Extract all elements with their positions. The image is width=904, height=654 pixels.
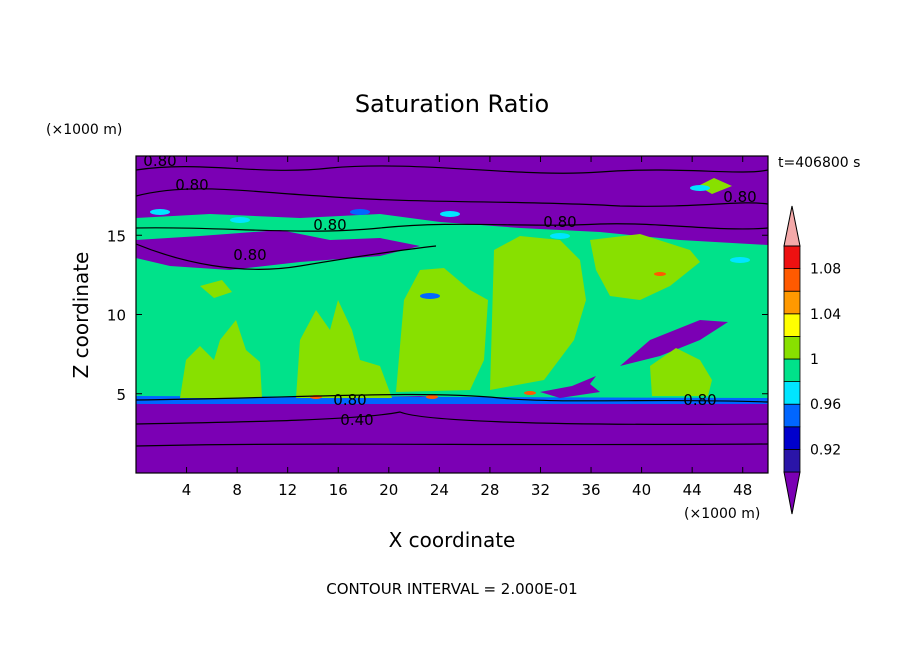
contour-label: 0.80 — [683, 391, 716, 409]
contour-line — [136, 443, 768, 447]
colorbar-box — [783, 381, 801, 405]
colorbar: 0.92 0.96 1 1.04 1.08 — [783, 205, 841, 515]
x-tick-label: 16 — [329, 481, 348, 499]
x-axis-ticks: 4 8 12 16 20 24 28 32 36 40 44 48 — [182, 156, 752, 499]
edge-bit — [550, 233, 570, 239]
warm-bit — [654, 272, 666, 276]
colorbar-box — [783, 245, 801, 270]
y-axis-label: Z coordinate — [69, 252, 93, 379]
patch — [200, 280, 232, 298]
dry-intrusion-3 — [620, 320, 728, 366]
upper-dry-layer — [136, 156, 768, 208]
patch — [650, 348, 712, 396]
colorbar-label: 0.96 — [810, 397, 841, 413]
edge-bit — [350, 209, 370, 215]
dry-intrusion-1 — [136, 230, 420, 270]
warm-bit — [426, 395, 438, 399]
contour-label: 0.80 — [333, 391, 366, 409]
y-tick-label: 10 — [107, 307, 126, 325]
patch — [396, 268, 488, 392]
colorbar-box — [783, 313, 801, 337]
patch — [590, 234, 700, 300]
patch — [490, 236, 586, 390]
colorbar-box — [783, 403, 801, 428]
colorbar-label: 0.92 — [810, 442, 841, 458]
colorbar-box — [783, 290, 801, 315]
time-label: t=406800 s — [778, 155, 860, 171]
y-unit-label: (×1000 m) — [46, 122, 122, 138]
colorbar-box — [783, 268, 801, 292]
dry-intrusion-2 — [540, 376, 600, 398]
edge-bit — [150, 209, 170, 215]
supersaturated-patches — [150, 178, 750, 399]
x-tick-label: 32 — [531, 481, 550, 499]
contour-label: 0.80 — [313, 216, 346, 234]
contour-label: 0.80 — [543, 213, 576, 231]
edge-bit — [730, 257, 750, 263]
contour-labels: 0.80 0.80 0.80 0.80 0.80 0.80 0.80 0.80 0.40 — [143, 152, 756, 429]
y-tick-label: 15 — [107, 227, 126, 245]
contour-lines — [136, 165, 768, 447]
moist-band-edge — [136, 396, 768, 404]
contour-line — [136, 223, 768, 232]
x-tick-label: 8 — [232, 481, 242, 499]
x-tick-label: 44 — [683, 481, 702, 499]
edge-bit — [420, 293, 440, 299]
edge-bit — [690, 185, 710, 191]
x-tick-label: 4 — [182, 481, 192, 499]
lower-dry-layer — [136, 404, 768, 473]
colorbar-label: 1 — [810, 352, 819, 368]
contour-line — [136, 243, 437, 270]
warm-bit — [524, 391, 536, 395]
x-tick-label: 12 — [278, 481, 297, 499]
contour-label: 0.80 — [175, 176, 208, 194]
chart-title: Saturation Ratio — [355, 90, 549, 118]
contour-label: 0.80 — [723, 188, 756, 206]
plot-area: 0.80 0.80 0.80 0.80 0.80 0.80 0.80 0.80 0.40 — [136, 152, 768, 473]
patch — [296, 300, 392, 398]
contour-label: 0.80 — [143, 152, 176, 170]
contour-label: 0.80 — [233, 246, 266, 264]
contour-interval-footer: CONTOUR INTERVAL = 2.000E-01 — [326, 580, 577, 598]
colorbar-label: 1.08 — [810, 262, 841, 278]
edge-bit — [230, 217, 250, 223]
contour-line — [136, 188, 768, 207]
y-tick-label: 5 — [116, 386, 126, 404]
edge-bit — [440, 211, 460, 217]
colorbar-box — [783, 358, 801, 383]
colorbar-box — [783, 426, 801, 450]
x-tick-label: 28 — [480, 481, 499, 499]
colorbar-box — [783, 335, 801, 360]
colorbar-low-triangle — [783, 471, 801, 515]
x-tick-label: 40 — [632, 481, 651, 499]
x-tick-label: 24 — [430, 481, 449, 499]
colorbar-box — [783, 448, 801, 473]
x-tick-label: 36 — [581, 481, 600, 499]
colorbar-high-triangle — [783, 205, 801, 247]
x-tick-label: 20 — [379, 481, 398, 499]
patch — [180, 320, 262, 398]
x-unit-label: (×1000 m) — [684, 506, 760, 522]
colorbar-label: 1.04 — [810, 307, 841, 323]
y-axis-ticks: 5 10 15 — [107, 227, 768, 404]
contour-label: 0.40 — [340, 411, 373, 429]
contour-line — [136, 165, 768, 174]
contour-line — [136, 411, 768, 425]
x-axis-label: X coordinate — [389, 528, 516, 552]
x-tick-label: 48 — [733, 481, 752, 499]
contour-line — [136, 393, 768, 403]
